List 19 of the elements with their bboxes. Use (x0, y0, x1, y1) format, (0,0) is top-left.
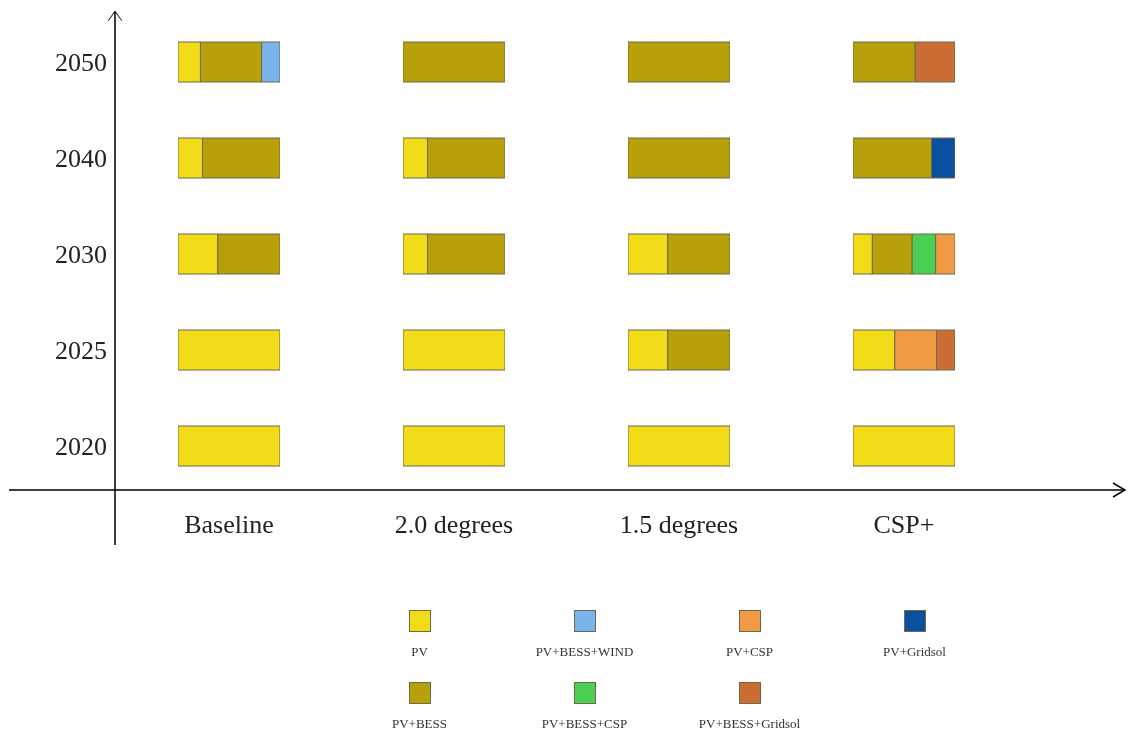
x-axis-title: Baseline (184, 510, 274, 539)
y-tick-label: 2020 (55, 432, 107, 462)
legend-label: PV+CSP (725, 644, 774, 660)
y-tick-label: 2030 (55, 240, 107, 270)
y-tick-label: 2050 (55, 48, 107, 78)
legend-label: PV+BESS+WIND (535, 644, 634, 660)
bar (178, 329, 280, 371)
y-tick-label: 2040 (55, 144, 107, 174)
x-axis-title: 2.0 degrees (394, 510, 514, 539)
legend-label: PV+BESS+Gridsol (698, 716, 801, 732)
legend-label: PV (411, 644, 428, 660)
bar (853, 425, 955, 467)
legend-label: PV+BESS (391, 716, 448, 732)
x-axis-title: CSP+ (873, 510, 935, 539)
y-tick-label: 2025 (55, 336, 107, 366)
legend-label: PV+Gridsol (883, 644, 946, 660)
bar (178, 425, 280, 467)
legend-label: PV+BESS+CSP (541, 716, 628, 732)
x-axis-title: 1.5 degrees (619, 510, 739, 539)
